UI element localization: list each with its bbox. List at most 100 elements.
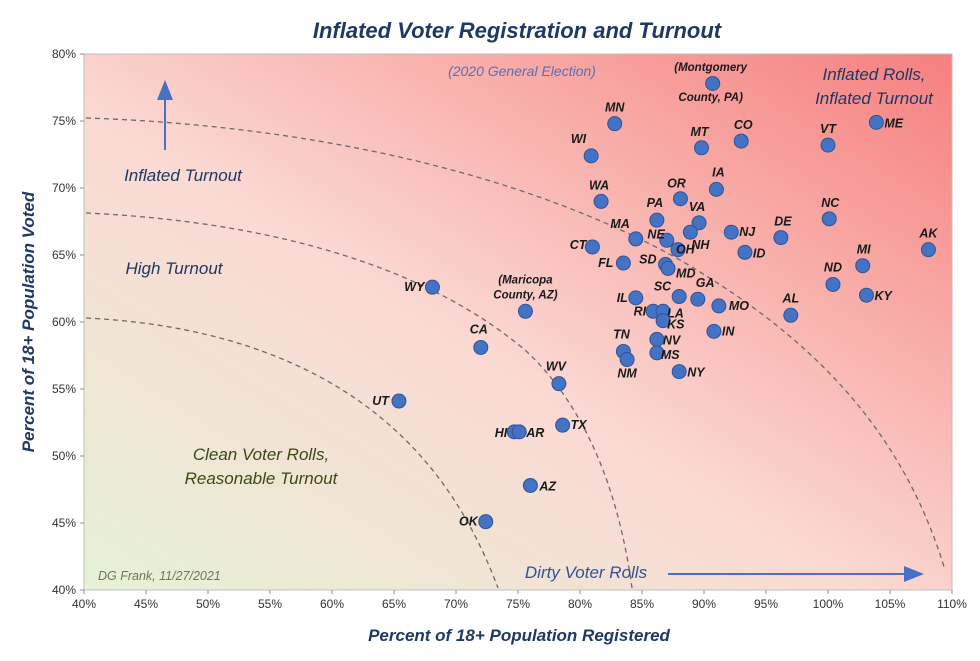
x-tick-label: 40% [72, 597, 96, 611]
data-point [583, 148, 599, 164]
data-point [682, 224, 698, 240]
point-label: MN [605, 101, 625, 115]
data-point [920, 242, 936, 258]
point-label: IN [722, 324, 735, 338]
point-label: HI [495, 426, 508, 440]
x-tick-label: 85% [630, 597, 654, 611]
data-point [659, 232, 675, 248]
point-label: OK [459, 515, 479, 529]
y-tick-label: 70% [52, 181, 76, 195]
y-tick-label: 80% [52, 47, 76, 61]
point-label: County, PA) [678, 92, 743, 104]
data-point [628, 290, 644, 306]
y-tick-label: 45% [52, 516, 76, 530]
data-point [670, 242, 686, 258]
data-point [424, 279, 440, 295]
data-point [660, 260, 676, 276]
x-axis-title: Percent of 18+ Population Registered [368, 626, 670, 645]
point-label: TX [571, 418, 588, 432]
x-tick-label: 75% [506, 597, 530, 611]
point-label: SC [654, 280, 672, 294]
point-label: CT [570, 238, 588, 252]
data-point [694, 140, 710, 156]
data-point [551, 376, 567, 392]
data-point [473, 339, 489, 355]
data-point [773, 230, 789, 246]
annotation-clean-rolls-2: Reasonable Turnout [185, 469, 339, 488]
annotation-inflated-turnout: Inflated Turnout [124, 166, 243, 185]
data-point [593, 193, 609, 209]
data-point [723, 224, 739, 240]
data-point [783, 307, 799, 323]
point-label: NY [687, 366, 706, 380]
plot-area [83, 53, 953, 591]
x-tick-label: 45% [134, 597, 158, 611]
axis-ticks: 40% 45% 50% 55% 60% 65% 70% 75% 80% 85% 90% 95% 100%… [52, 47, 967, 611]
point-label: NV [663, 333, 682, 347]
x-tick-label: 100% [813, 597, 844, 611]
chart-title: Inflated Voter Registration and Turnout [313, 18, 723, 43]
y-tick-label: 40% [52, 583, 76, 597]
x-tick-label: 50% [196, 597, 220, 611]
annotation-clean-rolls-1: Clean Voter Rolls, [193, 445, 329, 464]
y-tick-label: 65% [52, 248, 76, 262]
x-tick-label: 95% [754, 597, 778, 611]
x-tick-label: 70% [444, 597, 468, 611]
point-label: ID [753, 246, 766, 260]
point-label: WV [546, 360, 568, 374]
point-label: TN [613, 327, 631, 341]
data-point [858, 287, 874, 303]
data-point [671, 289, 687, 305]
annotation-high-turnout: High Turnout [125, 259, 223, 278]
point-label: VA [689, 200, 705, 214]
data-point [607, 116, 623, 132]
point-label: MO [729, 299, 749, 313]
data-point [708, 181, 724, 197]
data-point [649, 331, 665, 347]
y-tick-label: 50% [52, 449, 76, 463]
point-label: NC [821, 196, 840, 210]
point-label: FL [598, 256, 613, 270]
x-tick-label: 80% [568, 597, 592, 611]
point-label: MD [676, 266, 695, 280]
point-label: UT [372, 394, 390, 408]
point-label: OH [676, 243, 696, 257]
data-point [711, 298, 727, 314]
guide-curve-1 [85, 117, 946, 571]
point-label: IL [617, 291, 628, 305]
y-axis-title: Percent of 18+ Population Voted [19, 191, 38, 452]
point-label: MA [610, 217, 629, 231]
point-label: AZ [538, 479, 557, 493]
data-point [705, 75, 721, 91]
annotation-inflated-rolls-2: Inflated Turnout [815, 89, 934, 108]
point-label: SD [639, 252, 656, 266]
data-point [478, 514, 494, 530]
data-point [628, 231, 644, 247]
data-point [691, 215, 707, 231]
data-point [649, 212, 665, 228]
point-label: GA [696, 276, 715, 290]
point-label: ME [884, 116, 903, 130]
data-point [619, 352, 635, 368]
data-point [671, 364, 687, 380]
point-label: WY [404, 280, 426, 294]
annotation-inflated-rolls-1: Inflated Rolls, [823, 65, 926, 84]
data-point [511, 424, 527, 440]
annotation-dirty-rolls: Dirty Voter Rolls [525, 563, 648, 582]
point-label: PA [647, 196, 663, 210]
x-tick-label: 65% [382, 597, 406, 611]
data-point [855, 258, 871, 274]
data-point [825, 276, 841, 292]
x-tick-label: 105% [875, 597, 906, 611]
y-tick-label: 55% [52, 382, 76, 396]
point-label: MT [690, 125, 709, 139]
point-label: VT [820, 122, 837, 136]
data-point [615, 255, 631, 271]
x-tick-label: 90% [692, 597, 716, 611]
turnout-guide-curves [85, 117, 946, 589]
data-point [706, 323, 722, 339]
data-point [820, 137, 836, 153]
guide-curve-3 [85, 317, 499, 589]
point-label: KS [667, 318, 685, 332]
